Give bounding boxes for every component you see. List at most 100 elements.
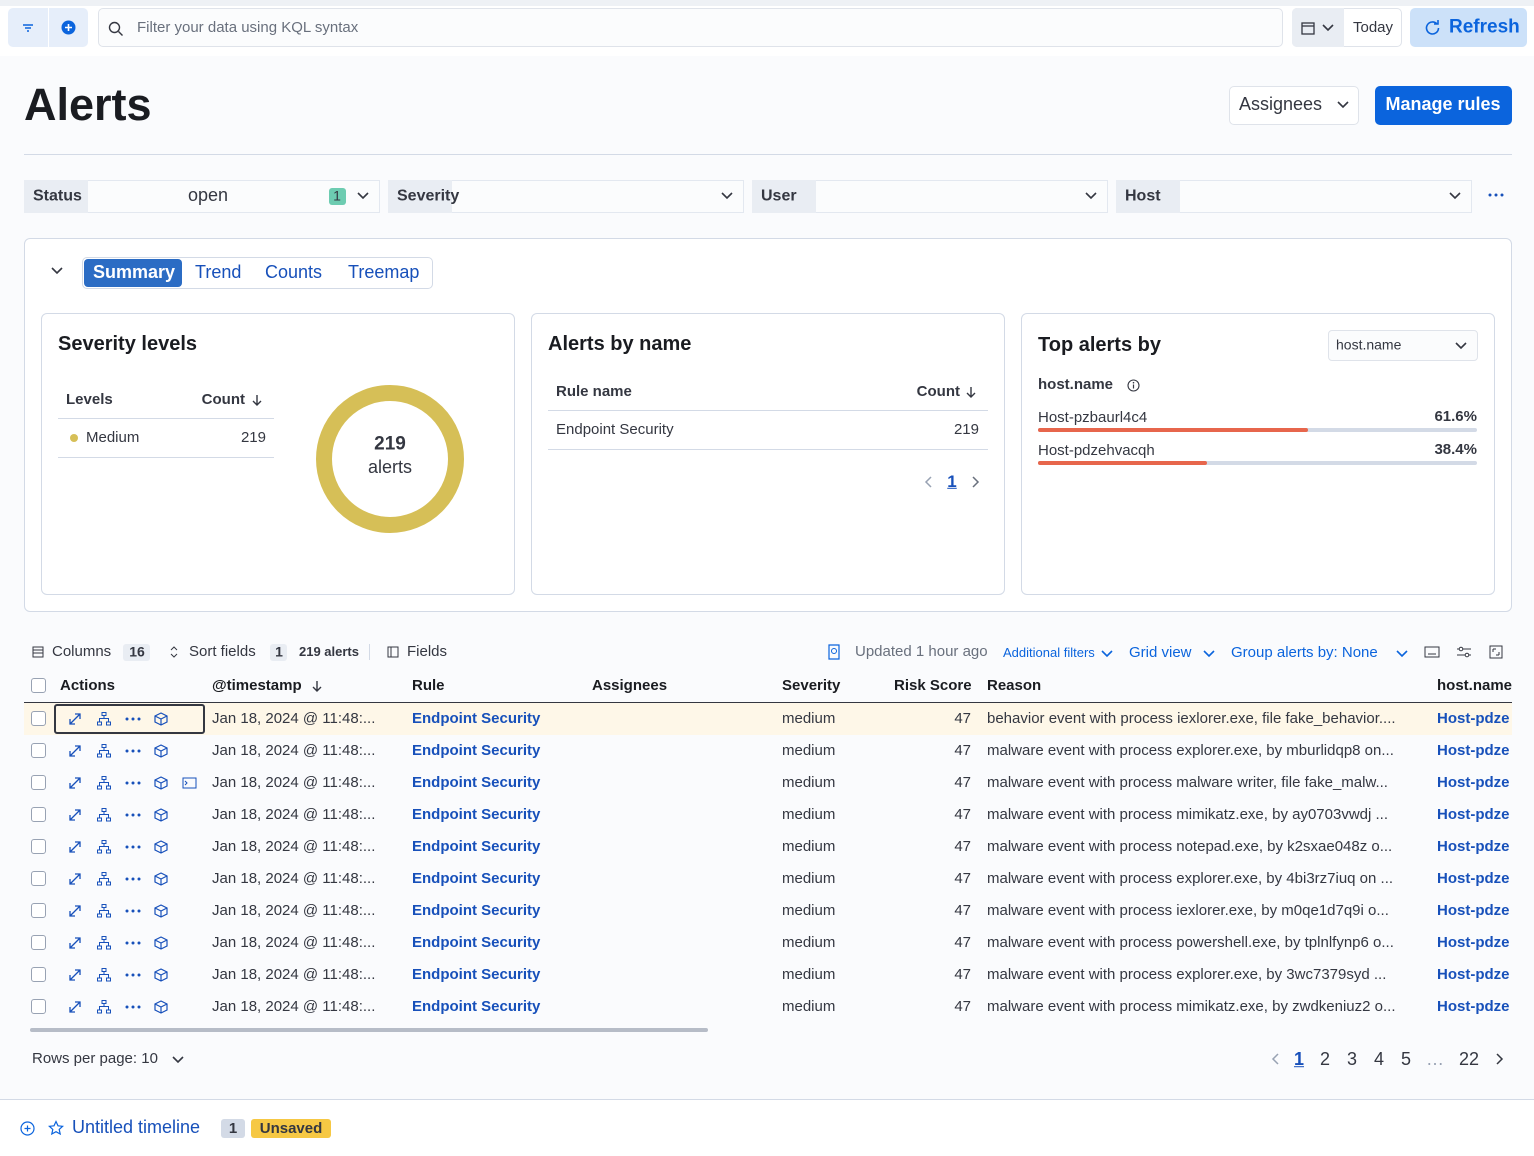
more-actions[interactable] [125,936,141,950]
analyze-event[interactable] [96,744,113,758]
analyze-event[interactable] [96,776,113,790]
analyze-event[interactable] [96,1000,113,1014]
column-header[interactable]: @timestamp [212,677,302,694]
rule-link[interactable]: Endpoint Security [412,742,541,759]
more-actions[interactable] [125,968,141,982]
assignees-label[interactable]: Assignees [1239,94,1323,115]
host-link[interactable]: Host-pdze [1437,838,1510,855]
expand-alert[interactable] [68,808,84,822]
refresh-label[interactable]: Refresh [1449,16,1520,38]
session-view[interactable] [153,840,170,854]
session-view[interactable] [153,968,170,982]
row-checkbox[interactable] [31,807,46,822]
row-checkbox[interactable] [31,967,46,982]
more-actions[interactable] [125,712,141,726]
filter-chevron[interactable] [357,192,369,200]
display-icon[interactable] [1456,646,1472,658]
column-header[interactable]: host.name [1437,677,1513,694]
page-link[interactable]: 5 [1400,1049,1412,1070]
host-link[interactable]: Host-pdze [1437,806,1510,823]
column-header[interactable]: Rule [412,677,445,694]
column-header[interactable]: Risk Score [894,677,972,694]
rule-link[interactable]: Endpoint Security [412,806,541,823]
host-link[interactable]: Host-pdze [1437,998,1510,1015]
page-link[interactable]: 1 [1293,1049,1305,1070]
host-link[interactable]: Host-pdze [1437,902,1510,919]
additional-filters[interactable]: Additional filters [1003,645,1095,661]
row-checkbox[interactable] [31,999,46,1014]
tab[interactable]: Summary [93,262,176,283]
page-link[interactable]: 2 [1319,1049,1331,1070]
column-header[interactable]: Count [916,383,960,400]
more-actions[interactable] [125,808,141,822]
timeline-title[interactable]: Untitled timeline [72,1117,201,1138]
sort-icon[interactable] [312,680,322,692]
expand-alert[interactable] [68,872,84,886]
session-view[interactable] [153,712,170,726]
sort-icon[interactable] [252,394,262,406]
expand-alert[interactable] [68,968,84,982]
host-link[interactable]: Host-pdze [1437,934,1510,951]
filter-chevron[interactable] [1449,192,1461,200]
next-page[interactable] [1496,1053,1504,1065]
rows-per-page-chevron[interactable] [172,1056,184,1064]
session-view[interactable] [153,744,170,758]
row-checkbox[interactable] [31,935,46,950]
row-checkbox[interactable] [31,743,46,758]
more-actions[interactable] [125,1000,141,1014]
rule-link[interactable]: Endpoint Security [412,838,541,855]
add-timeline[interactable] [20,1121,35,1136]
row-checkbox[interactable] [31,711,46,726]
additional-filters-chevron[interactable] [1101,650,1113,658]
manage-rules-label[interactable]: Manage rules [1385,94,1501,115]
sort-icon[interactable] [966,386,976,398]
session-view[interactable] [153,904,170,918]
group-by-chevron[interactable] [1396,650,1408,658]
filter-chevron[interactable] [721,192,733,200]
fields-button[interactable]: Fields [407,643,448,660]
analyze-event[interactable] [96,968,113,982]
session-view[interactable] [153,936,170,950]
fullscreen-icon[interactable] [1489,645,1503,659]
page-link[interactable]: 22 [1458,1049,1480,1070]
column-header[interactable]: Reason [987,677,1042,694]
expand-alert[interactable] [68,904,84,918]
more-actions[interactable] [125,840,141,854]
date-chevron[interactable] [1322,24,1334,32]
session-view[interactable] [153,1000,170,1014]
collapse-toggle[interactable] [51,267,63,275]
column-header[interactable]: Assignees [592,677,668,694]
expand-alert[interactable] [68,776,84,790]
host-link[interactable]: Host-pdze [1437,774,1510,791]
columns-button[interactable]: Columns [52,643,112,660]
prev-page[interactable] [924,476,932,488]
host-link[interactable]: Host-pdze [1437,710,1510,727]
group-by-chevron[interactable] [1455,342,1467,350]
filter-chevron[interactable] [1085,192,1097,200]
page-link[interactable]: 3 [1346,1049,1358,1070]
more-actions[interactable] [125,744,141,758]
expand-alert[interactable] [68,1000,84,1014]
column-header[interactable]: Actions [60,677,116,694]
rule-link[interactable]: Endpoint Security [412,966,541,983]
row-checkbox[interactable] [31,839,46,854]
timeline-terminal[interactable] [182,776,198,790]
prev-page[interactable] [1271,1053,1279,1065]
more-actions[interactable] [125,776,141,790]
tab[interactable]: Trend [195,262,242,283]
analyze-event[interactable] [96,712,113,726]
next-page[interactable] [972,476,980,488]
grid-view-chevron[interactable] [1203,650,1215,658]
expand-alert[interactable] [68,744,84,758]
analyze-event[interactable] [96,808,113,822]
rule-link[interactable]: Endpoint Security [412,774,541,791]
group-by-select[interactable] [1328,330,1478,361]
keyboard-icon[interactable] [1424,646,1440,658]
assignees-button[interactable] [1229,86,1359,125]
favorite-star[interactable] [48,1120,64,1136]
rule-link[interactable]: Endpoint Security [412,710,541,727]
refresh-button[interactable] [1410,8,1527,47]
row-checkbox[interactable] [31,903,46,918]
filter-value[interactable]: open [187,185,229,206]
session-view[interactable] [153,776,170,790]
